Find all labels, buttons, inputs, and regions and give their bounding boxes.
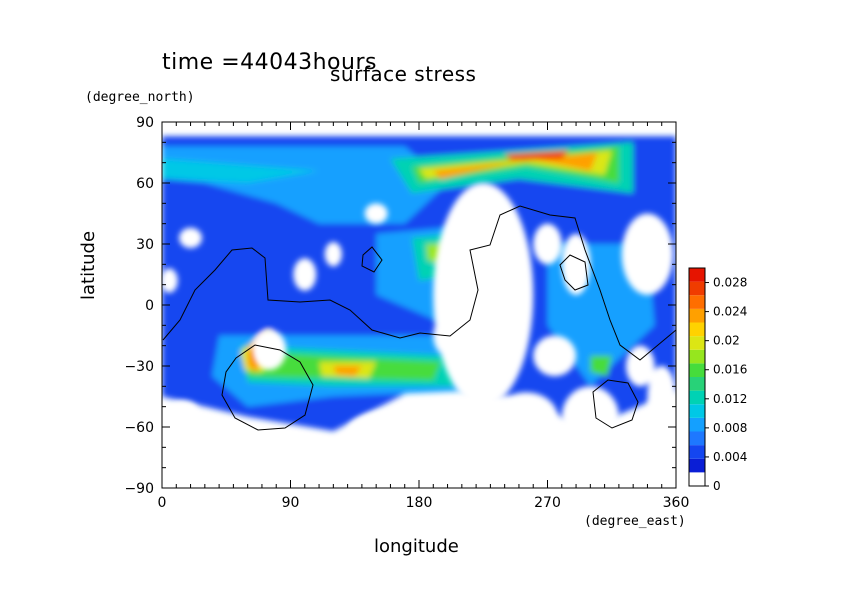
colorbar-tick-label: 0.028 <box>713 276 747 290</box>
colorbar-swatch <box>689 349 705 364</box>
x-tick-label: 0 <box>158 495 167 511</box>
contour-region <box>504 150 569 161</box>
colorbar-tick-label: 0.012 <box>713 392 747 406</box>
colorbar-swatch <box>689 404 705 418</box>
zero-region <box>626 345 655 387</box>
colorbar-swatch <box>689 431 705 446</box>
axis-ticks <box>161 121 677 489</box>
colorbar-swatch <box>689 308 705 323</box>
colorbar-swatch <box>689 417 705 432</box>
contour-region <box>162 158 320 183</box>
zero-region <box>561 233 591 295</box>
x-tick-label: 360 <box>663 495 690 511</box>
colorbar: 0 0.004 0.008 0.012 0.016 0.02 0.024 0.028 <box>688 267 747 493</box>
colorbar-swatch <box>689 445 705 459</box>
zero-region <box>533 335 577 377</box>
x-tick-label: 270 <box>534 495 561 511</box>
x-axis-label: longitude <box>374 536 459 557</box>
y-tick-label: −90 <box>124 481 154 497</box>
y-tick-label: 90 <box>136 115 154 131</box>
zero-region <box>293 258 317 291</box>
y-tick-label: 30 <box>136 237 154 253</box>
colorbar-frame <box>688 267 706 487</box>
coastlines <box>162 205 676 431</box>
zero-region <box>162 268 178 293</box>
colorbar-tick-label: 0.008 <box>713 421 747 435</box>
colorbar-swatch <box>689 363 705 377</box>
zero-region <box>561 437 676 478</box>
chart-title: surface stress <box>330 62 477 86</box>
colorbar-tick-label: 0.02 <box>713 334 740 348</box>
colorbar-tick-label: 0.016 <box>713 363 747 377</box>
colorbar-swatch <box>689 472 705 486</box>
y-tick-label: −30 <box>124 359 154 375</box>
colorbar-swatch <box>689 377 705 391</box>
zero-region <box>347 410 434 452</box>
y-tick-label: 0 <box>145 298 154 314</box>
colorbar-tick-label: 0.024 <box>713 305 747 319</box>
contour-region <box>433 152 598 179</box>
colorbar-swatch <box>689 322 705 337</box>
zero-region <box>251 329 287 371</box>
y-unit-label: (degree_north) <box>85 90 195 105</box>
zero-region <box>179 227 202 249</box>
colorbar-swatch <box>689 458 705 473</box>
zero-region <box>324 241 342 267</box>
colorbar-swatch <box>689 390 705 405</box>
zero-region <box>364 203 388 224</box>
zero-region <box>647 366 676 427</box>
zero-region <box>169 400 198 421</box>
y-tick-label: −60 <box>124 420 154 436</box>
zero-region <box>561 386 619 448</box>
contour-region <box>333 366 362 377</box>
axis-tick-labels: 0 90 180 270 360 90 60 30 0 −30 −60 −90 <box>124 115 689 511</box>
y-tick-label: 60 <box>136 176 154 192</box>
colorbar-swatch <box>689 336 705 350</box>
zero-region <box>176 437 262 478</box>
time-label: time =44043hours <box>162 50 377 75</box>
x-tick-label: 180 <box>406 495 433 511</box>
colorbar-swatch <box>689 295 705 309</box>
colorbar-swatch <box>689 281 705 296</box>
contour-field <box>162 136 676 480</box>
zero-region <box>533 223 562 265</box>
zero-region <box>361 447 534 480</box>
zero-region <box>621 213 674 295</box>
zero-region <box>494 392 558 442</box>
x-tick-label: 90 <box>282 495 300 511</box>
colorbar-tick-label: 0.004 <box>713 450 747 464</box>
zero-region <box>461 337 519 387</box>
x-unit-label: (degree_east) <box>584 514 686 529</box>
colorbar-tick-label: 0 <box>713 479 721 493</box>
colorbar-swatch <box>689 268 705 282</box>
contour-region <box>590 355 612 377</box>
